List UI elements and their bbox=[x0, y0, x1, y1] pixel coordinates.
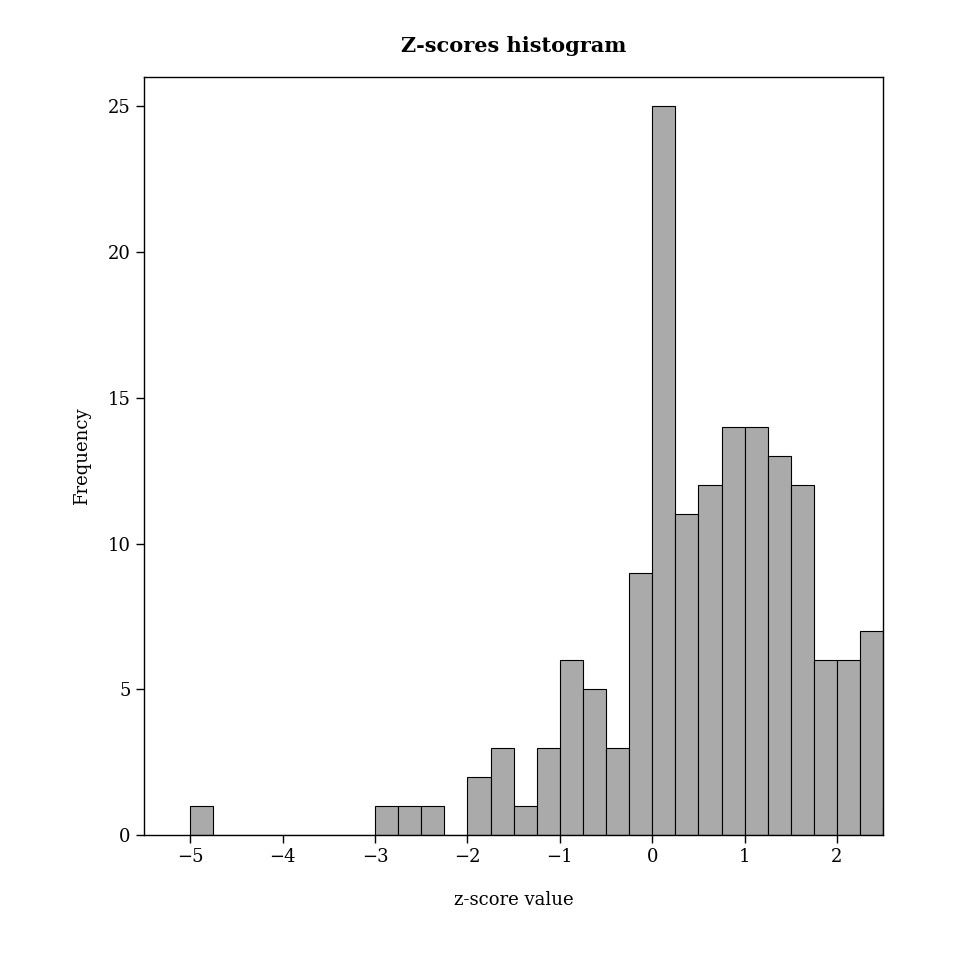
Title: Z-scores histogram: Z-scores histogram bbox=[401, 36, 626, 56]
Bar bbox=[398, 806, 421, 835]
Bar bbox=[514, 806, 537, 835]
Bar bbox=[745, 427, 768, 835]
Bar bbox=[722, 427, 745, 835]
Bar bbox=[537, 748, 560, 835]
Bar bbox=[837, 660, 860, 835]
Bar bbox=[699, 485, 722, 835]
Bar bbox=[860, 631, 883, 835]
Bar bbox=[883, 806, 906, 835]
Bar bbox=[491, 748, 514, 835]
Bar bbox=[791, 485, 814, 835]
Bar bbox=[468, 777, 491, 835]
Bar bbox=[421, 806, 444, 835]
Bar bbox=[629, 573, 652, 835]
Bar bbox=[583, 689, 606, 835]
Bar bbox=[560, 660, 583, 835]
Y-axis label: Frequency: Frequency bbox=[73, 407, 91, 505]
Bar bbox=[768, 456, 791, 835]
Bar bbox=[190, 806, 213, 835]
Bar bbox=[675, 515, 699, 835]
Bar bbox=[375, 806, 398, 835]
X-axis label: z-score value: z-score value bbox=[454, 892, 573, 909]
Bar bbox=[814, 660, 837, 835]
Bar bbox=[652, 106, 675, 835]
Bar bbox=[606, 748, 629, 835]
